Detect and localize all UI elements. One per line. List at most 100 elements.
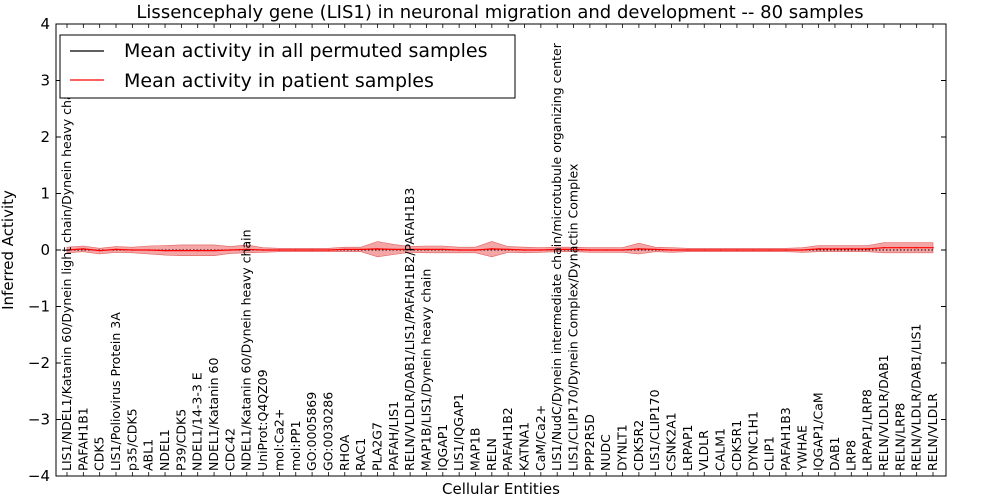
category-label: CALM1 [713, 428, 728, 471]
category-label: CDC42 [222, 428, 237, 471]
y-tick-label: 4 [40, 15, 50, 33]
category-label: CDK5R1 [729, 420, 744, 471]
category-label: CaM/Ca2+ [533, 405, 548, 471]
category-label: GO:0030286 [320, 392, 335, 471]
patient-point [834, 248, 836, 250]
patient-point [899, 246, 902, 249]
patient-point [425, 248, 428, 251]
patient-point [883, 246, 885, 249]
category-label: UniProt:Q4QZ09 [255, 369, 270, 471]
patient-point [817, 248, 820, 250]
category-label: IQGAP1 [435, 424, 450, 471]
category-label: LIS1/NDEL1/Katanin 60/Dynein light chain… [59, 81, 74, 471]
patient-point [245, 248, 248, 251]
patient-point [589, 249, 591, 251]
patient-point [295, 249, 297, 251]
category-label: PLA2G7 [370, 422, 385, 471]
patient-point [131, 249, 134, 251]
category-label: LRP8 [843, 440, 858, 471]
category-label: GO:0005869 [304, 392, 319, 471]
legend-box [59, 34, 516, 99]
category-label: NUDC [598, 434, 613, 471]
category-label: LIS1/IQGAP1 [451, 393, 466, 471]
category-label: KATNA1 [517, 422, 532, 471]
patient-point [572, 248, 575, 251]
patient-point [932, 246, 934, 249]
y-tick-label: 0 [40, 241, 50, 259]
patient-point [752, 249, 755, 251]
category-label: DYNC1H1 [745, 411, 760, 471]
category-label: LIS1/Poliovirus Protein 3A [108, 312, 123, 471]
patient-point [523, 249, 526, 251]
category-label: mol:Ca2+ [271, 409, 286, 471]
category-label: mol:PP1 [288, 420, 303, 471]
patient-point [115, 248, 117, 251]
category-label: DYNLT1 [615, 424, 630, 471]
patient-point [556, 248, 558, 251]
category-label: RAC1 [353, 438, 368, 471]
patient-point [180, 249, 183, 252]
category-label: NDEL1/Katanin 60 [206, 358, 221, 471]
category-label: CDK5R2 [631, 420, 646, 471]
patient-point [540, 249, 542, 251]
chart-title: Lissencephaly gene (LIS1) in neuronal mi… [136, 2, 863, 23]
patient-point [785, 249, 787, 251]
y-tick-label: 2 [40, 128, 50, 146]
plot-area [66, 241, 934, 258]
category-label: NDEL1 [157, 429, 172, 471]
category-label: VLDLR [696, 430, 711, 471]
patient-point [164, 249, 166, 252]
category-label: RELN/VLDLR/DAB1/LIS1/PAFAH1B2/PAFAH1B3 [402, 188, 417, 471]
category-label: RELN/VLDLR [925, 393, 940, 471]
category-label: RHOA [337, 434, 352, 471]
patient-point [719, 249, 722, 251]
category-label: NDEL1/14-3-3 E [190, 372, 205, 471]
patient-point [850, 248, 853, 250]
patient-point [376, 248, 379, 250]
patient-point [605, 249, 607, 251]
x-axis-label: Cellular Entities [442, 480, 560, 498]
patient-point [98, 249, 101, 252]
category-label: LIS1/CLIP170 [647, 389, 662, 471]
category-label: CLIP1 [762, 436, 777, 471]
patient-point [474, 249, 477, 251]
y-tick-label: −1 [28, 298, 50, 316]
patient-point [393, 248, 395, 251]
patient-point [703, 249, 705, 251]
patient-point [670, 249, 673, 251]
patient-point [311, 249, 313, 251]
y-tick-label: −3 [28, 411, 50, 429]
category-labels: LIS1/NDEL1/Katanin 60/Dynein light chain… [59, 42, 940, 472]
category-label: LIS1/NudC/Dynein intermediate chain/micr… [549, 42, 564, 471]
y-tick-label: −2 [28, 354, 50, 372]
patient-point [229, 249, 232, 251]
y-tick-label: 3 [40, 72, 50, 90]
y-axis-label: Inferred Activity [0, 190, 17, 310]
patient-point [654, 248, 656, 251]
patient-point [344, 248, 346, 251]
patient-point [196, 249, 199, 252]
category-label: RELN [484, 438, 499, 471]
category-label: LRPAP1 [680, 425, 695, 471]
patient-point [278, 249, 281, 251]
patient-point [507, 248, 510, 251]
patient-point [442, 248, 444, 251]
category-label: RELN/LRP8 [892, 403, 907, 471]
category-label: PPP2R5D [582, 414, 597, 471]
category-label: LIS1/CLIP170/Dynein Complex/Dynactin Com… [566, 164, 581, 471]
patient-point [866, 248, 869, 250]
patient-point [491, 248, 493, 250]
patient-point [262, 249, 264, 251]
patient-point [638, 248, 640, 250]
category-label: MAP1B/LIS1/Dynein heavy chain [419, 269, 434, 471]
category-label: CSNK2A1 [664, 412, 679, 471]
category-label: DAB1 [827, 437, 842, 472]
category-label: NDEL1/Katanin 60/Dynein heavy chain [239, 229, 254, 471]
patient-point [409, 248, 411, 251]
category-label: PAFAH1B3 [778, 407, 793, 471]
category-label: RELN/VLDLR/DAB1/LIS1 [909, 324, 924, 471]
patient-point [360, 248, 362, 251]
patient-point [82, 248, 85, 250]
category-label: PAFAH1B2 [500, 407, 515, 471]
